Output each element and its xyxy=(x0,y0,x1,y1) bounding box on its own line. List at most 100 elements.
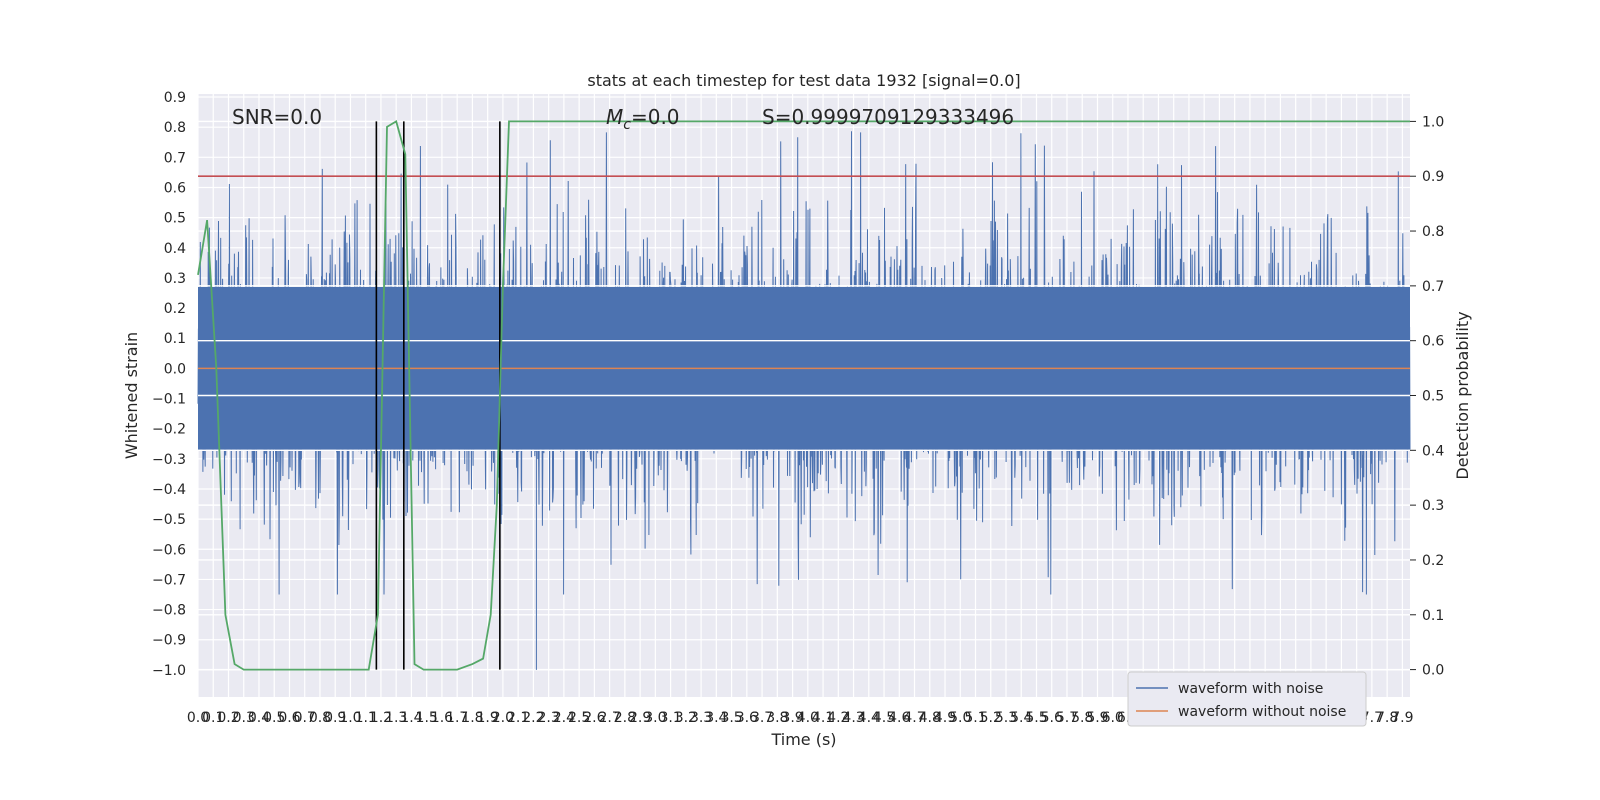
y2-tick-label: 0.8 xyxy=(1422,224,1444,240)
x-axis-label: Time (s) xyxy=(770,730,836,749)
x-tick-label: 1.2 xyxy=(370,710,392,726)
x-tick-label: 4.4 xyxy=(858,710,880,726)
y2-tick-label: 0.6 xyxy=(1422,334,1444,350)
x-tick-label: 5.6 xyxy=(1041,710,1063,726)
legend: waveform with noise waveform without noi… xyxy=(1127,671,1367,727)
x-tick-label: 1.4 xyxy=(400,710,422,726)
series-detection-probability xyxy=(197,120,1410,671)
y-axis-label: Whitened strain xyxy=(122,332,141,459)
x-tick-label: 2.4 xyxy=(553,710,575,726)
x-tick-label: 0.1 xyxy=(202,710,224,726)
x-tick-label: 4.8 xyxy=(919,710,941,726)
y2-tick-label: 0.9 xyxy=(1422,169,1444,185)
x-tick-label: 4.7 xyxy=(903,710,925,726)
x-tick-label: 3.1 xyxy=(659,710,681,726)
y2-tick-label: 0.3 xyxy=(1422,498,1444,514)
y-tick-label: −0.2 xyxy=(152,422,186,438)
x-tick-label: 2.1 xyxy=(507,710,529,726)
legend-entry-with-noise: waveform with noise xyxy=(1178,681,1323,697)
x-tick-label: 4.5 xyxy=(873,710,895,726)
y-tick-label: 0.0 xyxy=(164,361,186,377)
y-tick-label: 0.8 xyxy=(164,120,186,136)
y-tick-label: 0.6 xyxy=(164,180,186,196)
x-tick-label: 5.5 xyxy=(1025,710,1047,726)
chart-title: stats at each timestep for test data 193… xyxy=(587,71,1020,90)
y-tick-label: 0.2 xyxy=(164,301,186,317)
probability-line xyxy=(197,120,1410,671)
x-tick-label: 5.9 xyxy=(1086,710,1108,726)
x-tick-label: 0.5 xyxy=(263,710,285,726)
x-tick-label: 3.8 xyxy=(766,710,788,726)
annotation-snr: SNR=0.0 xyxy=(232,105,322,129)
x-tick-label: 2.8 xyxy=(614,710,636,726)
x-tick-label: 1.1 xyxy=(355,710,377,726)
annotation-mc-sub: c xyxy=(623,117,631,133)
x-tick-label: 0.7 xyxy=(294,710,316,726)
y-tick-label: 0.3 xyxy=(164,271,186,287)
y-tick-label: 0.4 xyxy=(164,241,186,257)
x-tick-label: 3.4 xyxy=(705,710,727,726)
annotation-s: S=0.9999709129333496 xyxy=(762,105,1014,129)
y-tick-label: 0.9 xyxy=(164,90,186,106)
y2-tick-label: 1.0 xyxy=(1422,114,1444,130)
x-tick-label: 0.8 xyxy=(309,710,331,726)
x-tick-label: 1.7 xyxy=(446,710,468,726)
x-tick-label: 0.2 xyxy=(217,710,239,726)
x-tick-label: 1.0 xyxy=(339,710,361,726)
annotation-mc-value: =0.0 xyxy=(631,105,680,129)
x-tick-label: 3.7 xyxy=(751,710,773,726)
x-tick-label: 3.6 xyxy=(736,710,758,726)
y2-tick-label: 0.1 xyxy=(1422,608,1444,624)
x-tick-label: 1.5 xyxy=(416,710,438,726)
x-tick-label: 2.6 xyxy=(583,710,605,726)
y-tick-label: −0.9 xyxy=(152,633,186,649)
y2-tick-label: 0.5 xyxy=(1422,389,1444,405)
y2-tick-label: 0.7 xyxy=(1422,279,1444,295)
x-tick-label: 2.7 xyxy=(598,710,620,726)
x-tick-label: 3.5 xyxy=(720,710,742,726)
x-tick-label: 0.9 xyxy=(324,710,346,726)
x-tick-label: 2.2 xyxy=(522,710,544,726)
y2-tick-label: 0.4 xyxy=(1422,443,1444,459)
x-tick-label: 5.2 xyxy=(980,710,1002,726)
y2-axis-label: Detection probability xyxy=(1453,311,1472,479)
x-tick-label: 0.0 xyxy=(187,710,209,726)
x-tick-label: 4.6 xyxy=(888,710,910,726)
x-tick-label: 3.0 xyxy=(644,710,666,726)
y-tick-label: 0.1 xyxy=(164,331,186,347)
x-tick-label: 4.1 xyxy=(812,710,834,726)
x-tick-label: 1.3 xyxy=(385,710,407,726)
legend-entry-without-noise: waveform without noise xyxy=(1178,704,1346,720)
y-tick-label: 0.7 xyxy=(164,150,186,166)
x-tick-label: 2.9 xyxy=(629,710,651,726)
x-tick-label: 4.9 xyxy=(934,710,956,726)
y-tick-label: −0.6 xyxy=(152,542,186,558)
reference-lines xyxy=(198,121,1410,670)
x-tick-label: 4.2 xyxy=(827,710,849,726)
x-tick-label: 2.3 xyxy=(538,710,560,726)
y-tick-label: −0.4 xyxy=(152,482,186,498)
x-tick-label: 1.8 xyxy=(461,710,483,726)
x-tick-label: 6.0 xyxy=(1102,710,1124,726)
x-tick-label: 5.8 xyxy=(1071,710,1093,726)
annotation-chirp-mass: Mc=0.0 xyxy=(606,105,680,133)
x-tick-label: 3.2 xyxy=(675,710,697,726)
x-tick-label: 5.3 xyxy=(995,710,1017,726)
x-tick-label: 1.6 xyxy=(431,710,453,726)
y-tick-label: −0.1 xyxy=(152,392,186,408)
legend-box xyxy=(1127,671,1367,727)
y-tick-label: −1.0 xyxy=(152,663,186,679)
y2-tick-labels: 1.0 0.9 0.8 0.7 0.6 0.5 0.4 0.3 0.2 0.1 0.0 xyxy=(1410,114,1444,679)
y-tick-label: −0.3 xyxy=(152,452,186,468)
x-tick-label: 2.5 xyxy=(568,710,590,726)
x-tick-label: 0.6 xyxy=(278,710,300,726)
annotation-mc-base: M xyxy=(606,105,623,129)
x-tick-label: 7.8 xyxy=(1376,710,1398,726)
x-tick-label: 0.3 xyxy=(233,710,255,726)
y2-tick-label: 0.2 xyxy=(1422,553,1444,569)
x-tick-label: 4.3 xyxy=(842,710,864,726)
y-tick-label: −0.7 xyxy=(152,572,186,588)
x-tick-label: 5.7 xyxy=(1056,710,1078,726)
y-tick-labels: 0.9 0.8 0.7 0.6 0.5 0.4 0.3 0.2 0.1 0.0 −0.1 −0.2 −0… xyxy=(152,90,186,679)
